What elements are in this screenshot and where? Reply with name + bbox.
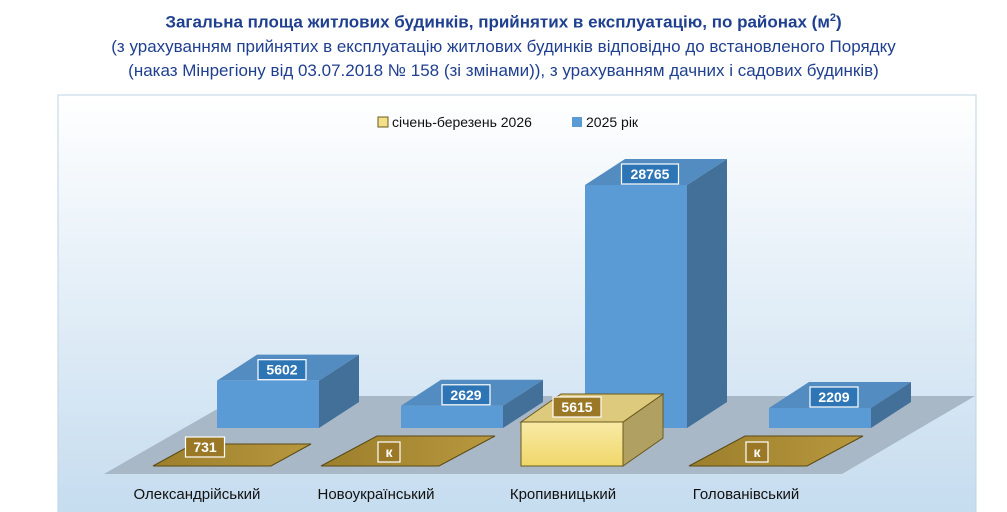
label-2025-0: 5602 <box>257 359 307 381</box>
bars <box>152 159 911 467</box>
bar-2026-1 <box>320 435 496 467</box>
label-2026-2: 5615 <box>552 396 602 418</box>
bar-2025-2 <box>585 159 727 428</box>
bar-2026-3 <box>688 435 864 467</box>
label-2025-2-text: 28765 <box>631 166 670 182</box>
bar-2025-3-front <box>769 408 871 428</box>
label-2025-0-text: 5602 <box>266 362 297 378</box>
label-2025-3: 2209 <box>809 386 859 408</box>
legend-item-2026: січень-березень 2026 <box>377 114 532 130</box>
label-2025-3-text: 2209 <box>818 389 849 405</box>
category-label-0: Олександрійський <box>134 486 261 503</box>
category-label-3: Голованівський <box>693 486 800 503</box>
chart-title: Загальна площа житлових будинків, прийня… <box>165 12 842 32</box>
bar-2025-0-side <box>319 354 359 428</box>
bar-2025-1-front <box>401 405 503 428</box>
legend: січень-березень 2026 2025 рік <box>377 114 639 130</box>
category-label-2: Кропивницький <box>510 486 616 503</box>
label-2026-0-text: 731 <box>193 439 217 455</box>
svg-text:2025 рік: 2025 рік <box>586 114 639 130</box>
data-labels: 5602 2629 28765 2209 731 к 5615 к <box>184 163 859 463</box>
bar-2025-3-side <box>871 382 911 428</box>
svg-text:січень-березень 2026: січень-березень 2026 <box>392 114 532 130</box>
bar-2025-2-front <box>585 185 687 428</box>
label-2025-2: 28765 <box>620 163 680 185</box>
label-2026-3-text: к <box>753 444 761 460</box>
chart-subtitle-line1: (з урахуванням прийнятих в експлуатацію … <box>111 36 896 56</box>
label-2025-1: 2629 <box>441 384 491 406</box>
label-2026-0: 731 <box>184 436 226 458</box>
category-axis: Олександрійський Новоукраїнський Кропивниц… <box>134 486 800 503</box>
chart-subtitle-line2: (наказ Мінрегіону від 03.07.2018 № 158 (… <box>128 60 879 80</box>
bar-2025-2-side <box>687 159 727 428</box>
chart-title-block: Загальна площа житлових будинків, прийня… <box>0 6 1007 83</box>
label-2025-1-text: 2629 <box>450 387 481 403</box>
bar-2026-2-front <box>520 421 624 467</box>
bar-2025-0-front <box>217 380 319 428</box>
label-2026-1: к <box>377 441 401 463</box>
label-2026-3: к <box>745 441 769 463</box>
category-label-1: Новоукраїнський <box>318 486 435 503</box>
bar-2026-2 <box>519 393 665 467</box>
legend-item-2025: 2025 рік <box>572 114 639 130</box>
bar-2025-1-side <box>503 379 543 428</box>
label-2026-2-text: 5615 <box>561 399 592 415</box>
label-2026-1-text: к <box>385 444 393 460</box>
